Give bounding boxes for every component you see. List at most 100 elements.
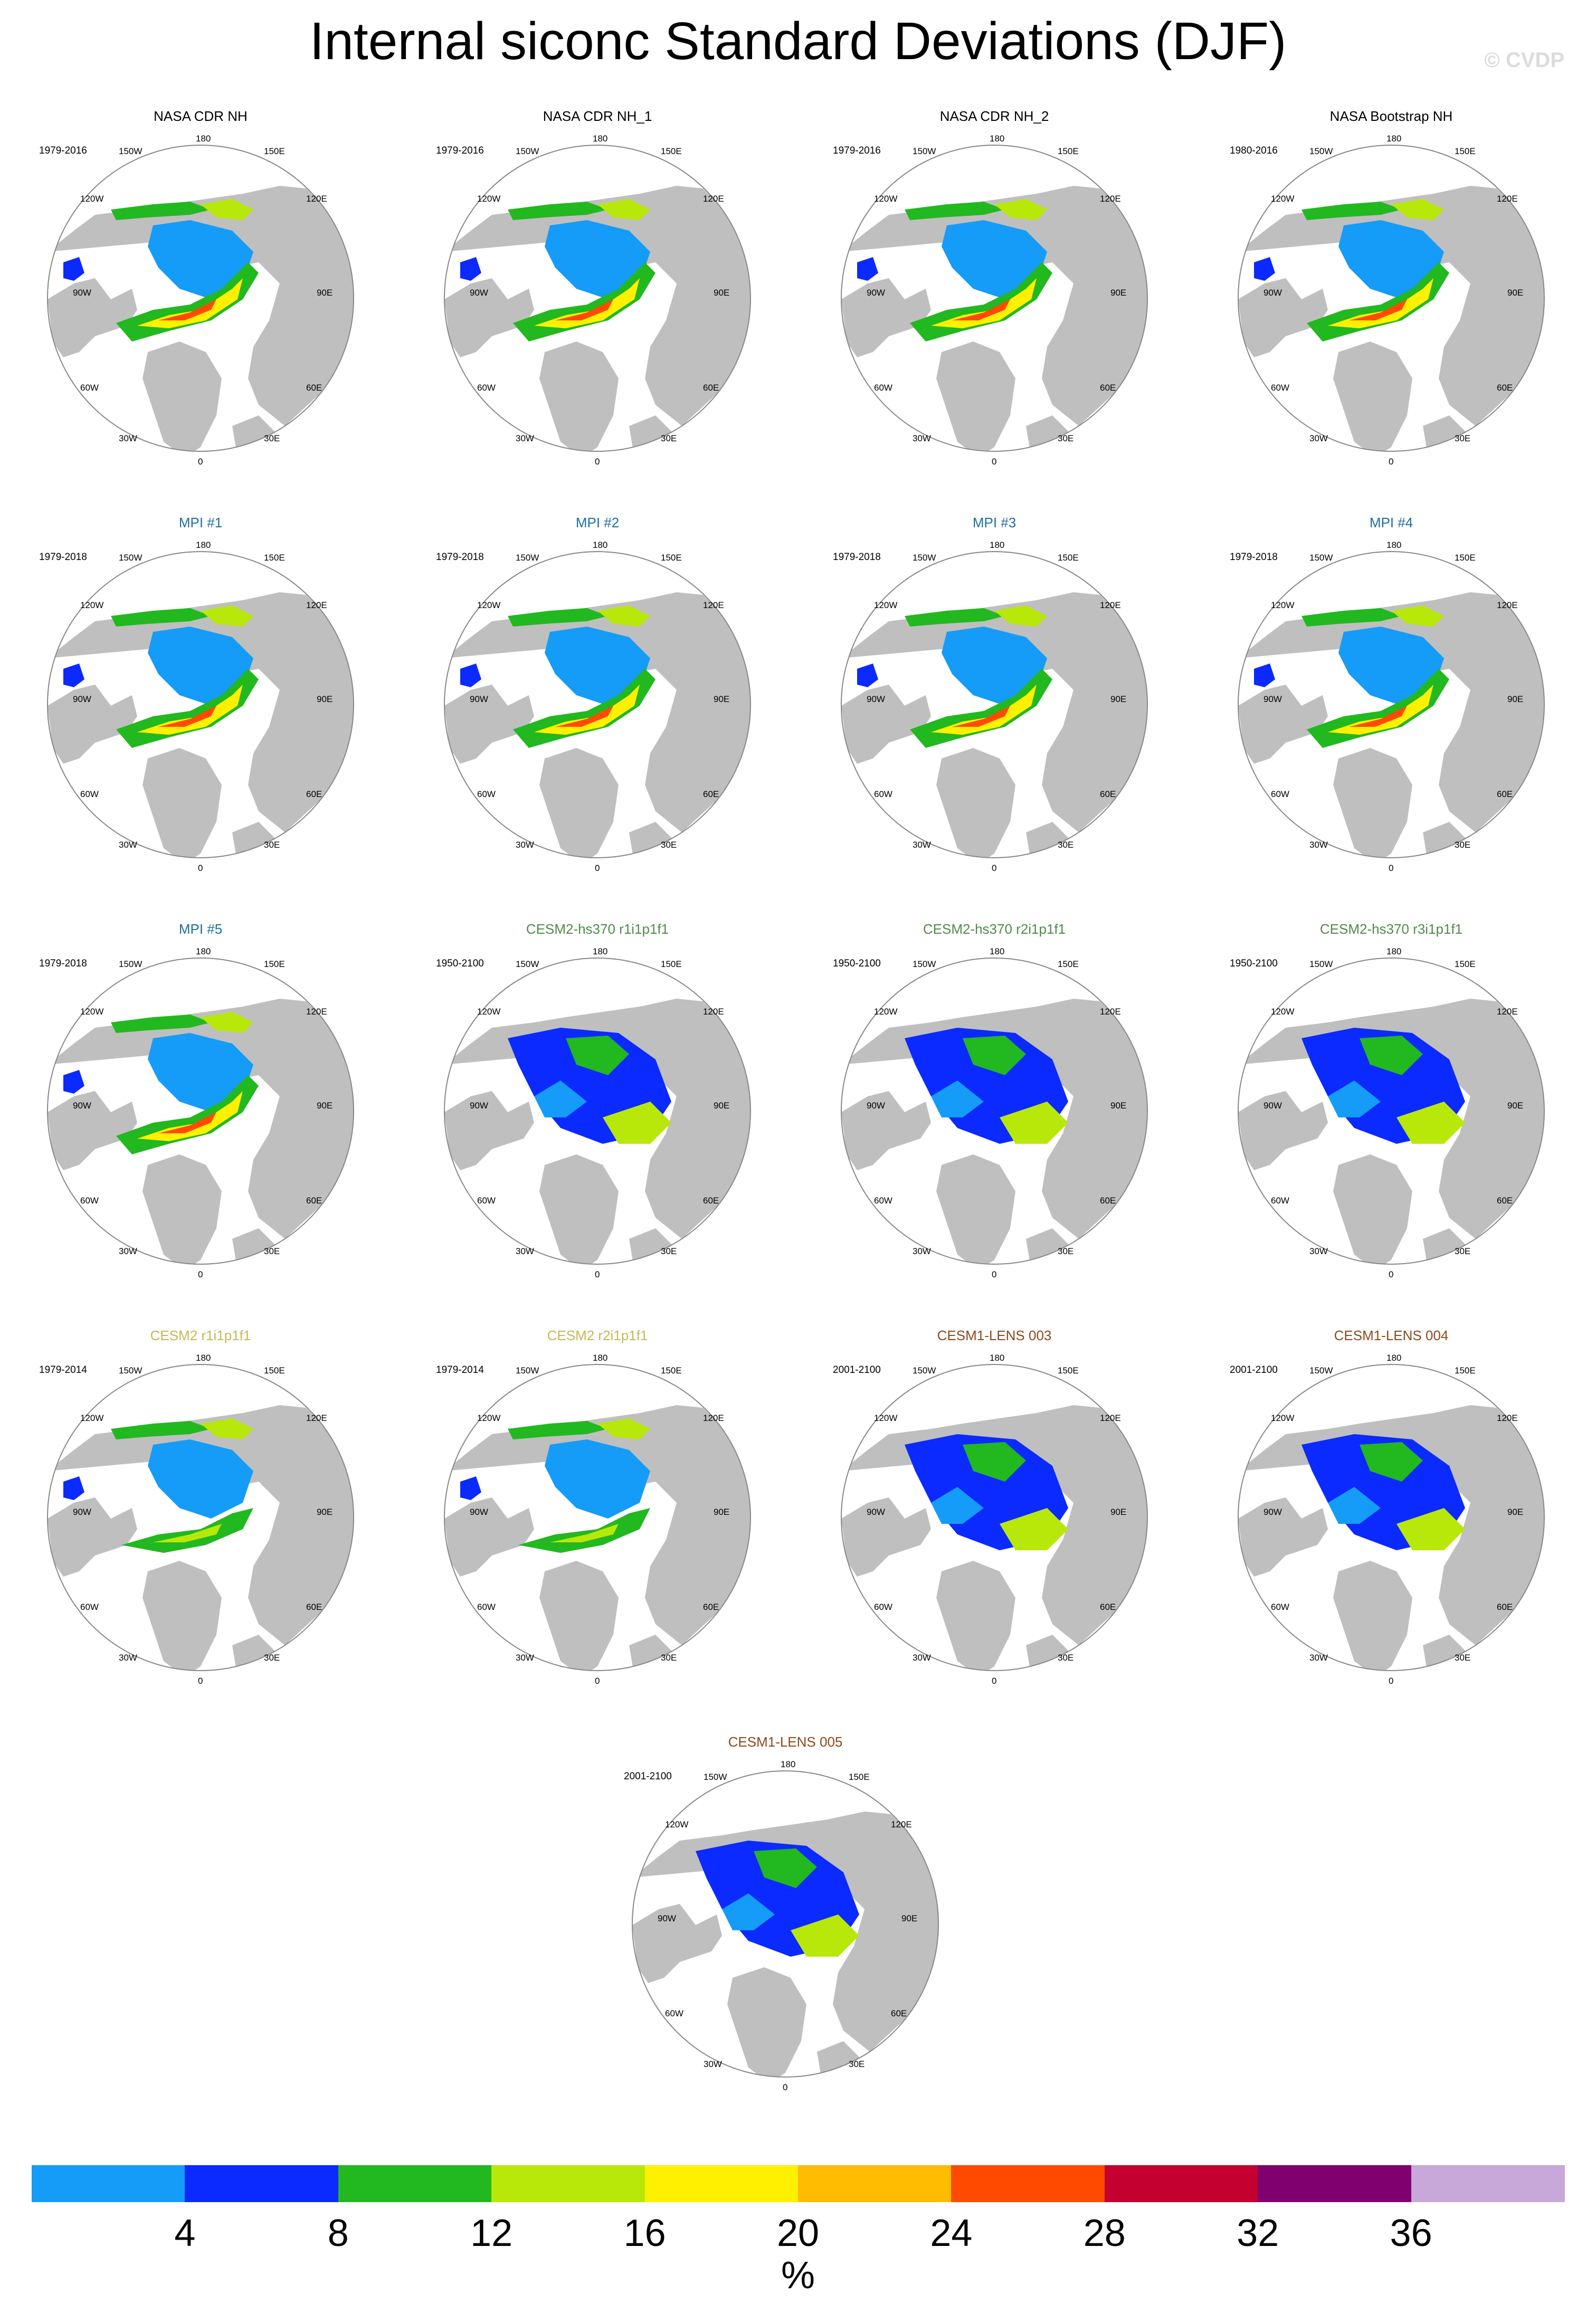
panel-title: CESM1-LENS 004 <box>1334 1328 1449 1343</box>
longitude-label: 90W <box>73 1507 91 1517</box>
land-eurasia <box>841 999 1147 1239</box>
longitude-label: 0 <box>198 863 203 873</box>
longitude-label: 120E <box>1100 1413 1121 1423</box>
map-border <box>1238 957 1545 1265</box>
longitude-label: 60W <box>874 1196 892 1206</box>
ice-band-bering <box>1391 605 1444 627</box>
longitude-label: 90E <box>714 1507 730 1517</box>
period-label: 1950-2100 <box>1230 958 1278 969</box>
map-border <box>444 551 751 858</box>
ice-band-atlantic-peak <box>158 1112 216 1133</box>
longitude-label: 60W <box>1271 383 1289 393</box>
ice-variability-yellow <box>1396 1508 1465 1550</box>
longitude-label: 90W <box>658 1913 676 1923</box>
map-panel: MPI #5 1979-2018 180 0 150W 150E 120W 120E 90W 90… <box>32 921 369 1333</box>
longitude-label: 150E <box>1455 959 1476 969</box>
land-eurasia <box>1238 186 1544 426</box>
land-eurasia <box>841 592 1147 832</box>
longitude-label: 60W <box>477 789 496 799</box>
colorbar-cell <box>798 2165 952 2202</box>
longitude-label: 30E <box>849 2059 865 2069</box>
ice-core <box>148 1033 253 1112</box>
panel-title: MPI #4 <box>1369 515 1413 530</box>
ice-core <box>722 1893 775 1930</box>
land-eurasia <box>1238 592 1544 832</box>
period-label: 1979-2016 <box>833 145 881 156</box>
map-border <box>47 1364 354 1671</box>
ice-variability-green <box>566 1036 629 1075</box>
land-canada <box>1238 685 1328 764</box>
longitude-label: 0 <box>595 457 600 467</box>
longitude-label: 30E <box>1455 1653 1471 1663</box>
ice-band-pacific <box>905 202 1005 220</box>
map-panel: CESM2-hs370 r3i1p1f1 1950-2100 180 0 150W 150… <box>1222 921 1560 1333</box>
ice-band-atlantic-peak <box>952 299 1010 320</box>
ice-band-pacific <box>508 608 608 627</box>
longitude-label: 30W <box>516 1246 534 1256</box>
longitude-label: 60W <box>874 1602 892 1612</box>
land-eurasia <box>48 592 354 832</box>
longitude-label: 90E <box>1110 288 1127 298</box>
ice-band-pacific <box>111 1014 211 1033</box>
ice-core <box>148 1439 253 1519</box>
longitude-label: 60E <box>1100 1196 1116 1206</box>
longitude-label: 90W <box>867 694 885 704</box>
longitude-label: 150W <box>119 959 142 969</box>
ice-band-bering <box>597 605 650 627</box>
longitude-label: 60W <box>477 383 496 393</box>
colorbar-tick-label: 24 <box>930 2212 973 2254</box>
longitude-label: 120E <box>1497 194 1518 204</box>
land-greenland <box>936 1561 1015 1671</box>
longitude-label: 180 <box>990 540 1005 550</box>
map-panel: MPI #3 1979-2018 180 0 150W 150E 120W 120E 90W 90… <box>825 515 1163 926</box>
longitude-label: 180 <box>1386 134 1402 144</box>
land-eurasia <box>1238 999 1544 1239</box>
ice-band-bering <box>1391 199 1444 220</box>
longitude-label: 60E <box>703 1196 719 1206</box>
longitude-label: 0 <box>198 457 203 467</box>
longitude-label: 30E <box>264 840 280 850</box>
longitude-label: 180 <box>593 946 608 956</box>
longitude-label: 30E <box>1455 433 1471 443</box>
longitude-label: 120W <box>80 1007 104 1017</box>
longitude-label: 90W <box>867 1101 885 1111</box>
map-border <box>47 957 354 1265</box>
polar-map <box>444 145 751 452</box>
longitude-label: 0 <box>1389 863 1394 873</box>
land-canada <box>48 685 137 764</box>
longitude-label: 90E <box>1110 1507 1127 1517</box>
longitude-label: 0 <box>1389 1269 1394 1279</box>
longitude-label: 30W <box>913 1653 931 1663</box>
land-eurasia <box>444 592 750 832</box>
longitude-label: 180 <box>196 134 211 144</box>
ice-band-atlantic-high <box>153 1524 222 1542</box>
longitude-label: 60W <box>80 1196 99 1206</box>
longitude-label: 60W <box>80 1602 99 1612</box>
longitude-label: 150E <box>661 959 682 969</box>
ice-core <box>1338 220 1444 299</box>
ice-variability-yellow <box>1000 1508 1068 1550</box>
ice-core <box>545 1439 650 1519</box>
ice-band-bering <box>994 605 1047 627</box>
period-label: 1979-2016 <box>39 145 87 156</box>
longitude-label: 30E <box>264 1246 280 1256</box>
polar-map <box>47 957 354 1265</box>
longitude-label: 30W <box>1309 433 1328 443</box>
longitude-label: 120W <box>874 194 898 204</box>
land-greenland <box>936 342 1015 451</box>
colorbar-tick-label: 36 <box>1390 2212 1432 2254</box>
land-canada <box>48 1091 137 1170</box>
longitude-label: 60W <box>874 383 892 393</box>
longitude-label: 150W <box>1309 553 1333 563</box>
ice-variability-yellow <box>1396 1102 1465 1144</box>
longitude-label: 0 <box>1389 457 1394 467</box>
longitude-label: 60E <box>1100 789 1116 799</box>
land-greenland <box>142 1154 222 1264</box>
ice-band-hudson <box>63 1070 84 1094</box>
longitude-label: 90E <box>1110 1101 1127 1111</box>
land-eurasia <box>444 999 750 1239</box>
colorbar-tick-label: 28 <box>1083 2212 1126 2254</box>
longitude-label: 90E <box>1507 694 1524 704</box>
polar-map <box>1238 1364 1545 1671</box>
longitude-label: 90W <box>1264 1101 1282 1111</box>
